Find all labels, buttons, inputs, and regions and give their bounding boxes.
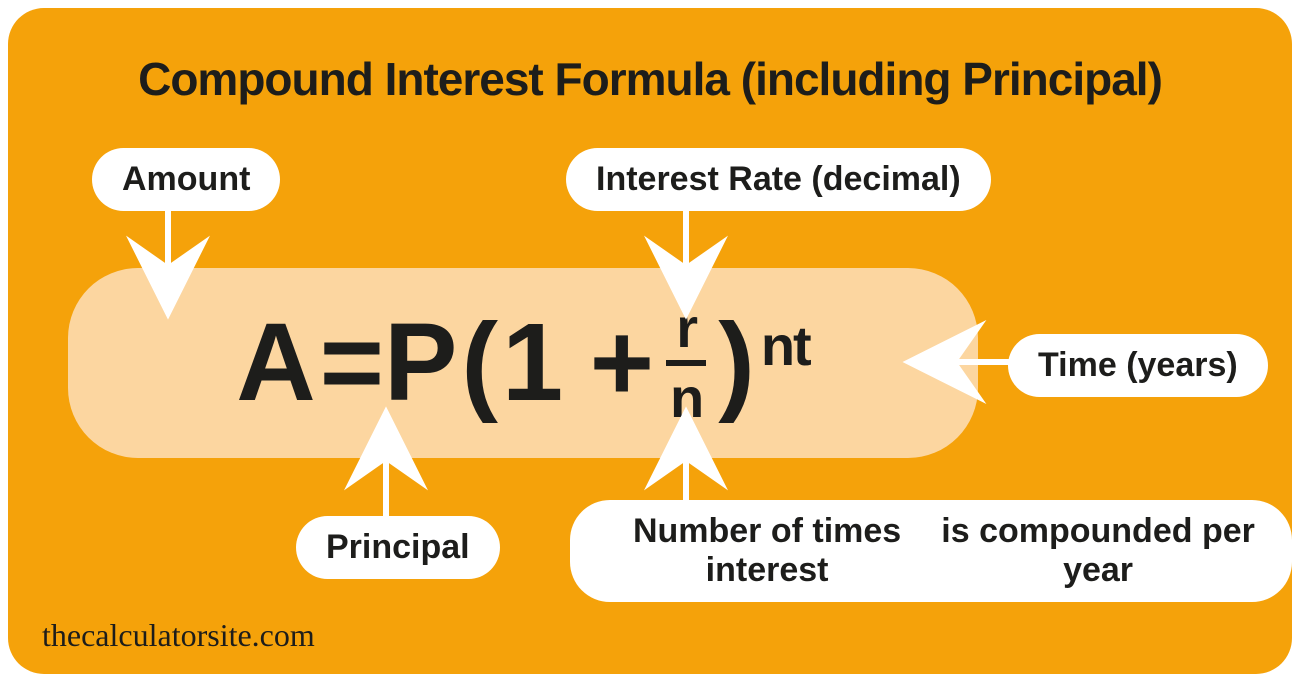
label-principal: Principal: [296, 516, 500, 579]
exponent-nt: nt: [761, 318, 810, 374]
label-compounds: Number of times interestis compounded pe…: [570, 500, 1292, 602]
formula: A = P ( 1 + r n ) nt: [236, 300, 809, 426]
label-compounds-line: is compounded per year: [934, 512, 1262, 590]
equals: =: [320, 308, 378, 418]
fraction-r-over-n: r n: [666, 300, 706, 426]
paren-close: ): [718, 308, 753, 418]
label-amount: Amount: [92, 148, 280, 211]
var-p: P: [384, 308, 455, 418]
paren-open: (: [461, 308, 496, 418]
var-a: A: [236, 308, 313, 418]
label-compounds-line: Number of times interest: [600, 512, 934, 590]
var-n: n: [666, 370, 706, 426]
credit-text: thecalculatorsite.com: [42, 617, 315, 654]
var-r: r: [672, 300, 700, 356]
label-rate: Interest Rate (decimal): [566, 148, 991, 211]
infographic-card: Compound Interest Formula (including Pri…: [8, 8, 1292, 674]
label-time: Time (years): [1008, 334, 1268, 397]
one-plus: 1 +: [502, 308, 652, 418]
title: Compound Interest Formula (including Pri…: [8, 52, 1292, 106]
formula-box: A = P ( 1 + r n ) nt: [68, 268, 978, 458]
